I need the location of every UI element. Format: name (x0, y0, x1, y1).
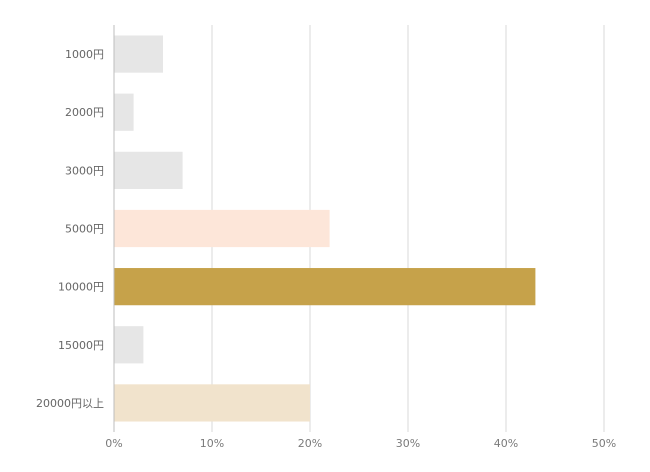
x-tick-labels: 0% 10% 20% 30% 40% 50% (105, 437, 616, 450)
bar (114, 268, 536, 306)
bar (114, 93, 134, 131)
category-labels: 1000円 2000円 3000円 5000円 10000円 15000円 20000円以上 (36, 48, 104, 410)
bar (114, 35, 163, 73)
category-label: 3000円 (65, 164, 104, 177)
bar (114, 384, 310, 422)
bar (114, 326, 144, 364)
category-label: 15000円 (58, 339, 104, 352)
bars (114, 35, 536, 422)
category-label: 1000円 (65, 48, 104, 61)
x-tick-label: 20% (298, 437, 322, 450)
grid-lines (211, 25, 605, 432)
x-tick-label: 40% (494, 437, 518, 450)
category-label: 10000円 (58, 281, 104, 294)
x-tick-label: 50% (592, 437, 616, 450)
bar (114, 151, 183, 189)
x-tick-label: 0% (105, 437, 122, 450)
category-label: 5000円 (65, 223, 104, 236)
x-tick-label: 30% (396, 437, 420, 450)
bar (114, 209, 330, 248)
category-label: 2000円 (65, 106, 104, 119)
x-tick-label: 10% (200, 437, 224, 450)
category-label: 20000円以上 (36, 397, 104, 410)
